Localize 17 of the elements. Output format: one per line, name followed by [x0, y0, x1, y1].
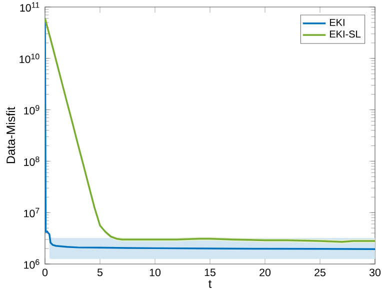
x-tick-label: 5	[97, 268, 103, 276]
x-tick-label: 10	[150, 268, 161, 276]
x-tick-label: 30	[369, 268, 381, 276]
y-tick-label: 10$^{10}$	[20, 54, 40, 64]
y-tick-label: 10$^{8}$	[24, 156, 40, 166]
x-tick-label: 15	[204, 268, 216, 276]
legend-label: EKI	[330, 18, 344, 26]
x-tick-label: 25	[314, 268, 326, 276]
y-tick-label: 10$^{11}$	[20, 2, 40, 12]
y-tick-label: 10$^{7}$	[24, 208, 40, 218]
x-tick-label: 20	[260, 268, 271, 276]
x-axis-title: t	[208, 280, 212, 288]
y-tick-label: 10$^{9}$	[24, 105, 40, 115]
x-tick-label: 0	[42, 268, 48, 276]
y-tick-label: 10$^{6}$	[24, 259, 40, 269]
legend-label: EKI-SL	[330, 30, 360, 38]
y-axis-title: Data-Misfit	[6, 106, 16, 164]
